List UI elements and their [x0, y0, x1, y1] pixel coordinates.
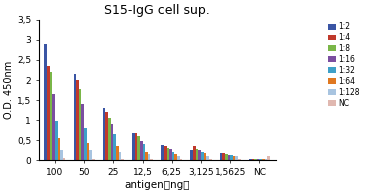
Bar: [103, 108, 106, 160]
Bar: [260, 159, 262, 160]
Bar: [113, 134, 116, 160]
Bar: [193, 146, 196, 160]
Bar: [76, 80, 79, 160]
Bar: [230, 155, 233, 160]
Bar: [132, 133, 135, 160]
Bar: [45, 44, 47, 160]
Title: S15-IgG cell sup.: S15-IgG cell sup.: [104, 4, 210, 17]
Bar: [90, 150, 92, 160]
Y-axis label: O.D. 450nm: O.D. 450nm: [4, 61, 14, 119]
Bar: [233, 156, 235, 160]
Bar: [148, 154, 151, 160]
Bar: [74, 74, 76, 160]
Bar: [111, 124, 113, 160]
Bar: [222, 153, 225, 160]
Bar: [198, 150, 201, 160]
Bar: [63, 158, 65, 160]
Bar: [262, 159, 265, 160]
Legend: 1:2, 1:4, 1:8, 1:16, 1:32, 1:64, 1:128, NC: 1:2, 1:4, 1:8, 1:16, 1:32, 1:64, 1:128, …: [326, 21, 362, 109]
Bar: [169, 149, 172, 160]
Bar: [204, 153, 206, 160]
Bar: [108, 118, 111, 160]
Bar: [201, 152, 204, 160]
Bar: [145, 152, 148, 160]
Bar: [167, 148, 169, 160]
Bar: [177, 156, 180, 160]
Bar: [190, 150, 193, 160]
Bar: [220, 153, 222, 160]
Bar: [57, 138, 60, 160]
Bar: [137, 136, 140, 160]
Bar: [92, 159, 95, 160]
Bar: [52, 94, 55, 160]
Bar: [161, 145, 164, 160]
Bar: [60, 150, 63, 160]
Bar: [79, 89, 81, 160]
Bar: [151, 159, 153, 160]
Bar: [180, 159, 182, 160]
Bar: [84, 128, 87, 160]
Bar: [196, 149, 198, 160]
Bar: [265, 159, 267, 160]
Bar: [50, 72, 52, 160]
Bar: [235, 156, 238, 160]
Bar: [225, 154, 228, 160]
Bar: [47, 66, 50, 160]
Bar: [228, 155, 230, 160]
Bar: [140, 141, 143, 160]
Bar: [254, 159, 257, 160]
Bar: [135, 133, 137, 160]
Bar: [251, 159, 254, 160]
Bar: [206, 156, 209, 160]
Bar: [174, 154, 177, 160]
Bar: [87, 143, 90, 160]
Bar: [121, 159, 124, 160]
Bar: [143, 144, 145, 160]
Bar: [209, 159, 212, 160]
Bar: [118, 152, 121, 160]
Bar: [116, 146, 118, 160]
Bar: [172, 152, 174, 160]
Bar: [257, 159, 260, 160]
X-axis label: antigen（ng）: antigen（ng）: [124, 180, 190, 190]
Bar: [267, 156, 270, 160]
Bar: [55, 121, 57, 160]
Bar: [81, 104, 84, 160]
Bar: [164, 146, 167, 160]
Bar: [249, 159, 251, 160]
Bar: [106, 112, 108, 160]
Bar: [238, 159, 241, 160]
